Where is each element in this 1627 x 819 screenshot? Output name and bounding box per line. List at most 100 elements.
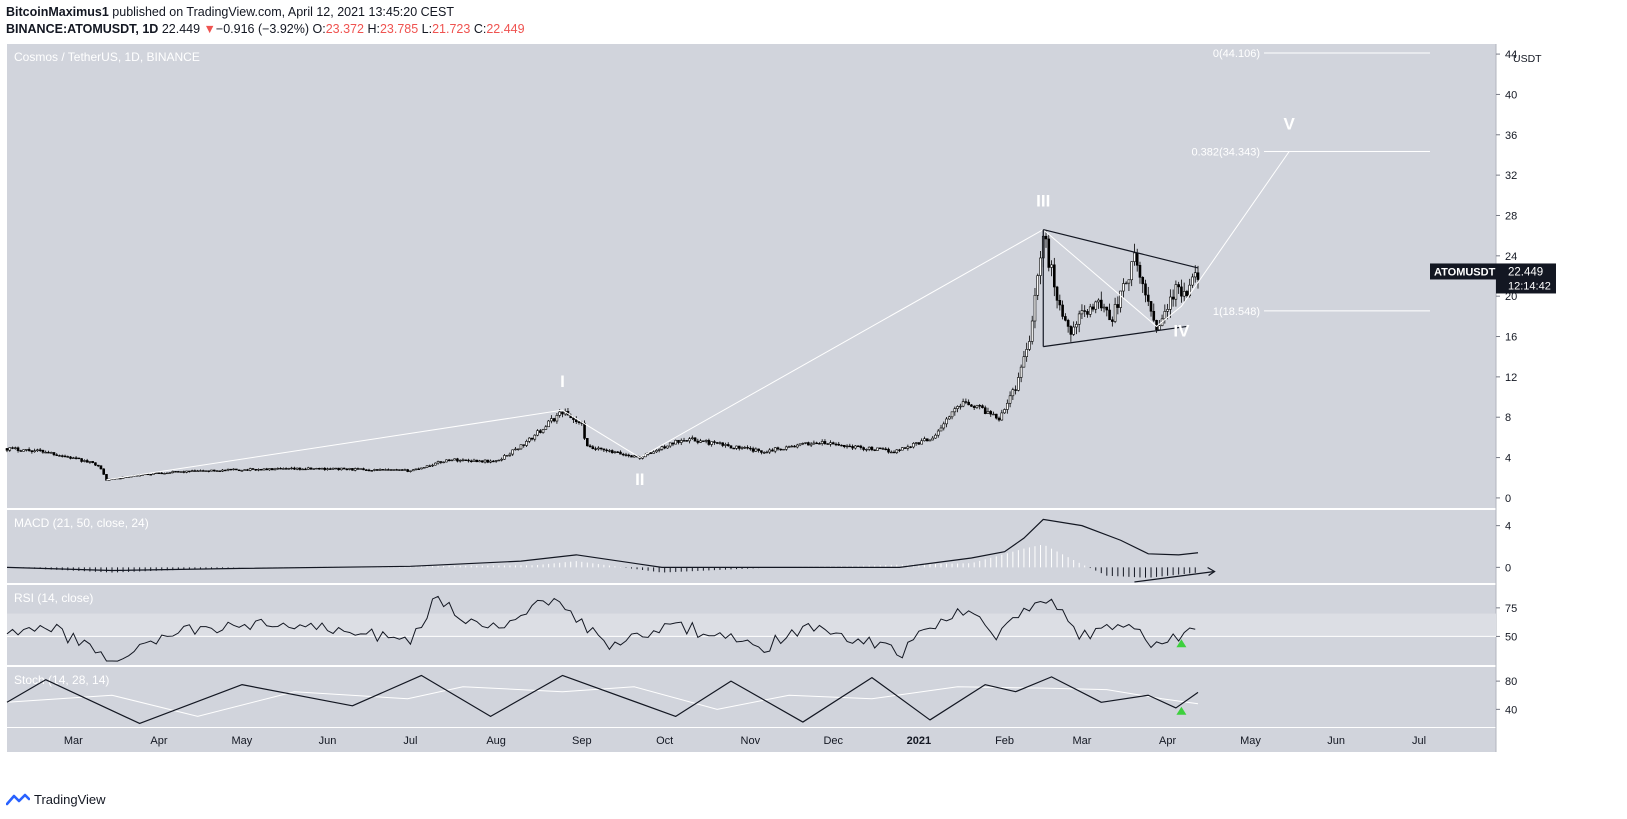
candle-body xyxy=(80,458,83,462)
candle-body xyxy=(1144,283,1147,296)
candle-body xyxy=(215,470,219,472)
candle-body xyxy=(1017,377,1020,391)
candle-body xyxy=(1014,389,1017,391)
candle-body xyxy=(901,447,904,451)
candle-body xyxy=(608,450,611,452)
price-tick-label: 8 xyxy=(1505,412,1511,424)
candle-body xyxy=(1169,296,1172,310)
candle-body xyxy=(867,446,871,450)
time-tick-label: Aug xyxy=(486,735,506,747)
candle-body xyxy=(588,445,592,448)
candle-body xyxy=(1130,261,1133,281)
candle-body xyxy=(38,449,42,451)
candle-body xyxy=(467,459,470,462)
candle-body xyxy=(1094,301,1098,310)
candle-body xyxy=(779,448,783,451)
candle-body xyxy=(889,451,893,454)
candle-body xyxy=(903,447,907,449)
candle-body xyxy=(251,468,255,470)
candle-body xyxy=(273,468,277,471)
candle-body xyxy=(1075,323,1078,328)
price-tick-label: 24 xyxy=(1505,251,1517,263)
candle-body xyxy=(375,469,379,471)
candle-body xyxy=(1185,291,1189,297)
rsi-signal-marker xyxy=(1176,639,1187,648)
candle-body xyxy=(154,472,158,474)
candle-body xyxy=(1149,301,1153,312)
candle-body xyxy=(525,440,528,446)
candle-body xyxy=(1108,309,1111,321)
candle-body xyxy=(469,460,473,463)
candle-body xyxy=(1028,341,1031,350)
candle-body xyxy=(279,467,282,470)
candle-body xyxy=(776,447,780,450)
brand-name[interactable]: TradingView xyxy=(34,792,106,807)
candle-body xyxy=(674,439,678,445)
candle-body xyxy=(972,406,976,408)
candle-body xyxy=(702,440,705,442)
pane-background-0 xyxy=(7,44,1496,508)
candle-body xyxy=(983,407,987,414)
candle-body xyxy=(331,467,335,470)
candle-body xyxy=(262,468,266,471)
candle-body xyxy=(746,447,749,449)
candle-body xyxy=(873,449,876,451)
price-tick-label: 32 xyxy=(1505,170,1517,182)
time-tick-label: 2021 xyxy=(907,735,931,747)
candle-body xyxy=(668,442,672,447)
candle-body xyxy=(49,452,53,454)
candle-body xyxy=(85,460,89,463)
candle-body xyxy=(389,469,393,471)
symbol-interval: BINANCE:ATOMUSDT, 1D xyxy=(6,22,159,36)
candle-body xyxy=(58,455,61,457)
candle-body xyxy=(232,468,235,471)
candle-body xyxy=(356,468,360,470)
candle-body xyxy=(152,472,155,475)
candle-body xyxy=(715,442,719,444)
candle-body xyxy=(928,439,932,442)
candle-body xyxy=(641,456,644,459)
candle-body xyxy=(547,420,550,428)
candle-body xyxy=(920,440,923,445)
symbol-tag-label: ATOMUSDT xyxy=(1434,266,1496,278)
candle-body xyxy=(671,442,675,445)
low-label: L: xyxy=(421,22,433,36)
candle-body xyxy=(171,471,175,473)
candle-body xyxy=(480,460,484,463)
candle-body xyxy=(1030,320,1034,342)
macd-divergence-arrowhead xyxy=(1207,567,1216,577)
candle-body xyxy=(1086,311,1089,315)
published-text: published on TradingView.com, April 12, … xyxy=(112,5,454,19)
candle-body xyxy=(246,469,249,471)
candle-body xyxy=(177,471,180,473)
candle-body xyxy=(834,443,838,446)
candle-body xyxy=(1119,290,1122,308)
candle-body xyxy=(334,467,338,470)
candle-body xyxy=(624,454,628,456)
candle-body xyxy=(96,464,100,467)
candle-body xyxy=(848,445,852,448)
author-name[interactable]: BitcoinMaximus1 xyxy=(6,5,109,19)
candle-body xyxy=(60,455,64,457)
candle-body xyxy=(240,470,244,472)
candle-body xyxy=(1053,264,1056,288)
candle-body xyxy=(317,467,321,470)
candle-body xyxy=(1080,310,1084,315)
candle-body xyxy=(793,445,796,448)
candle-body xyxy=(378,469,382,471)
candle-body xyxy=(536,430,539,436)
candle-body xyxy=(304,468,307,471)
candle-body xyxy=(655,450,658,453)
candle-body xyxy=(265,468,269,471)
candle-body xyxy=(945,418,948,425)
candle-body xyxy=(970,404,973,407)
candle-body xyxy=(395,469,398,471)
pane-title-2: RSI (14, close) xyxy=(14,591,93,605)
candle-body xyxy=(541,429,545,433)
symbol-line: BINANCE:ATOMUSDT, 1D 22.449 ▼−0.916 (−3.… xyxy=(6,22,525,36)
candle-body xyxy=(704,440,708,442)
candle-body xyxy=(456,458,459,462)
wave-label-I: I xyxy=(560,372,565,391)
candle-body xyxy=(503,455,506,460)
